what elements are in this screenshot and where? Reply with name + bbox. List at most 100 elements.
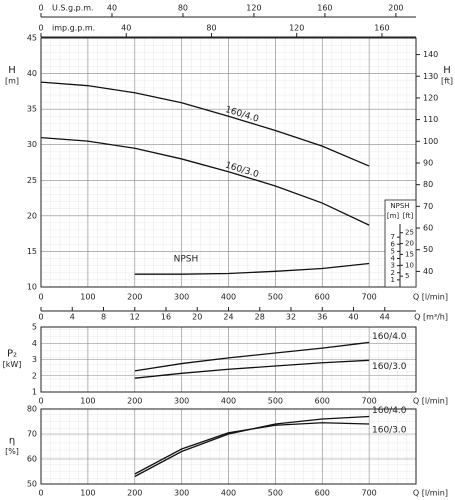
top-tick-label: 0 (38, 24, 43, 33)
y-tick-label: 10 (27, 283, 37, 292)
x-tick-label: 700 (361, 489, 376, 498)
top-tick-label: 200 (388, 4, 403, 13)
curve-label: 160/3.0 (372, 426, 407, 436)
top-tick-label: 160 (374, 24, 389, 33)
npsh-unit-m: [m] (387, 212, 400, 220)
y-axis-unit: [%] (5, 447, 19, 456)
x-axis-label: Q [l/min] (413, 489, 448, 498)
top-axis-label: U.S.g.p.m. (52, 4, 94, 13)
y-tick-label: 1 (32, 388, 37, 397)
y-tick-label: 45 (27, 34, 37, 43)
x-tick-label: 200 (127, 489, 142, 498)
x-tick-label: 300 (174, 397, 189, 406)
y-tick-label: 5 (32, 323, 37, 332)
y2-tick-label: 140 (423, 50, 438, 59)
x-tick-label: 500 (268, 397, 283, 406)
curve (134, 359, 370, 379)
curve (134, 341, 370, 372)
npsh-tick-label: 2 (391, 269, 395, 277)
top-tick-label: 160 (317, 4, 332, 13)
x-tick-label: 0 (38, 489, 43, 498)
top-axis-label: imp.g.p.m. (52, 24, 95, 33)
y2-tick-label: 60 (423, 224, 433, 233)
y-tick-label: 25 (27, 176, 37, 185)
y-axis-label: H (8, 65, 16, 76)
x2-tick-label: 44 (380, 313, 390, 322)
npsh-tick-label: 5 (391, 247, 395, 255)
y2-tick-label: 120 (423, 93, 438, 102)
y-axis-label: P₂ (7, 349, 17, 360)
y2-tick-label: 70 (423, 202, 433, 211)
top-tick-label: 40 (121, 24, 131, 33)
top-tick-label: 80 (206, 24, 216, 33)
top-tick-label: 80 (178, 4, 188, 13)
y-tick-label: 4 (32, 339, 37, 348)
x2-tick-label: 0 (38, 313, 43, 322)
y-tick-label: 2 (32, 371, 37, 380)
y-tick-label: 20 (27, 211, 37, 220)
y2-tick-label: 130 (423, 72, 438, 81)
x-tick-label: 0 (38, 293, 43, 302)
x-tick-label: 100 (80, 293, 95, 302)
x-tick-label: 400 (221, 397, 236, 406)
y-axis-unit: [m] (5, 77, 19, 86)
npsh-tick-label: 3 (391, 262, 395, 270)
npsh-ft-tick-label: 10 (405, 261, 414, 269)
curve-label: 160/4.0 (372, 406, 407, 416)
x2-axis-label: Q [m³/h] (414, 313, 448, 322)
x2-tick-label: 4 (70, 313, 75, 322)
x-tick-label: 300 (174, 293, 189, 302)
x-tick-label: 200 (127, 293, 142, 302)
x-tick-label: 500 (268, 293, 283, 302)
npsh-unit-ft: [ft] (403, 212, 414, 220)
y-axis-unit: [kW] (3, 360, 22, 369)
curve (40, 136, 370, 226)
curve (134, 422, 370, 475)
x2-tick-label: 28 (255, 313, 265, 322)
x2-tick-label: 36 (317, 313, 327, 322)
x-tick-label: 200 (127, 397, 142, 406)
top-tick-label: 120 (246, 4, 261, 13)
npsh-title: NPSH (390, 202, 409, 210)
curve-label: 160/3.0 (372, 362, 407, 372)
top-tick-label: 40 (107, 4, 117, 13)
y-tick-label: 60 (27, 455, 37, 464)
y2-axis-unit: [ft] (441, 77, 453, 86)
top-tick-label: 0 (38, 4, 43, 13)
npsh-ft-tick-label: 20 (405, 240, 414, 248)
y-tick-label: 70 (27, 430, 37, 439)
x2-tick-label: 32 (286, 313, 296, 322)
x-tick-label: 100 (80, 397, 95, 406)
top-tick-label: 120 (289, 24, 304, 33)
y2-tick-label: 40 (423, 267, 433, 276)
x2-tick-label: 40 (348, 313, 358, 322)
x-axis-label: Q [l/min] (413, 293, 448, 302)
x-axis-label: Q [l/min] (413, 397, 448, 406)
x-tick-label: 700 (361, 293, 376, 302)
y-tick-label: 3 (32, 355, 37, 364)
curve (40, 81, 370, 167)
y-tick-label: 80 (27, 405, 37, 414)
y2-tick-label: 90 (423, 158, 433, 167)
y2-tick-label: 100 (423, 137, 438, 146)
npsh-tick-label: 6 (391, 240, 396, 248)
x-tick-label: 700 (361, 397, 376, 406)
y-tick-label: 30 (27, 140, 37, 149)
x2-tick-label: 12 (130, 313, 140, 322)
y2-tick-label: 50 (423, 245, 433, 254)
npsh-ft-tick-label: 15 (405, 250, 414, 258)
x-tick-label: 600 (315, 397, 330, 406)
y2-axis-label: H (443, 65, 451, 76)
x-tick-label: 300 (174, 489, 189, 498)
plot-frame (40, 326, 417, 393)
x-tick-label: 400 (221, 489, 236, 498)
y-tick-label: 40 (27, 69, 37, 78)
y-axis-label: η (9, 436, 15, 447)
x-tick-label: 100 (80, 489, 95, 498)
y-tick-label: 50 (27, 480, 37, 489)
x2-tick-label: 16 (161, 313, 171, 322)
y2-tick-label: 110 (423, 115, 438, 124)
plot-frame (40, 408, 417, 485)
npsh-tick-label: 1 (391, 276, 395, 284)
